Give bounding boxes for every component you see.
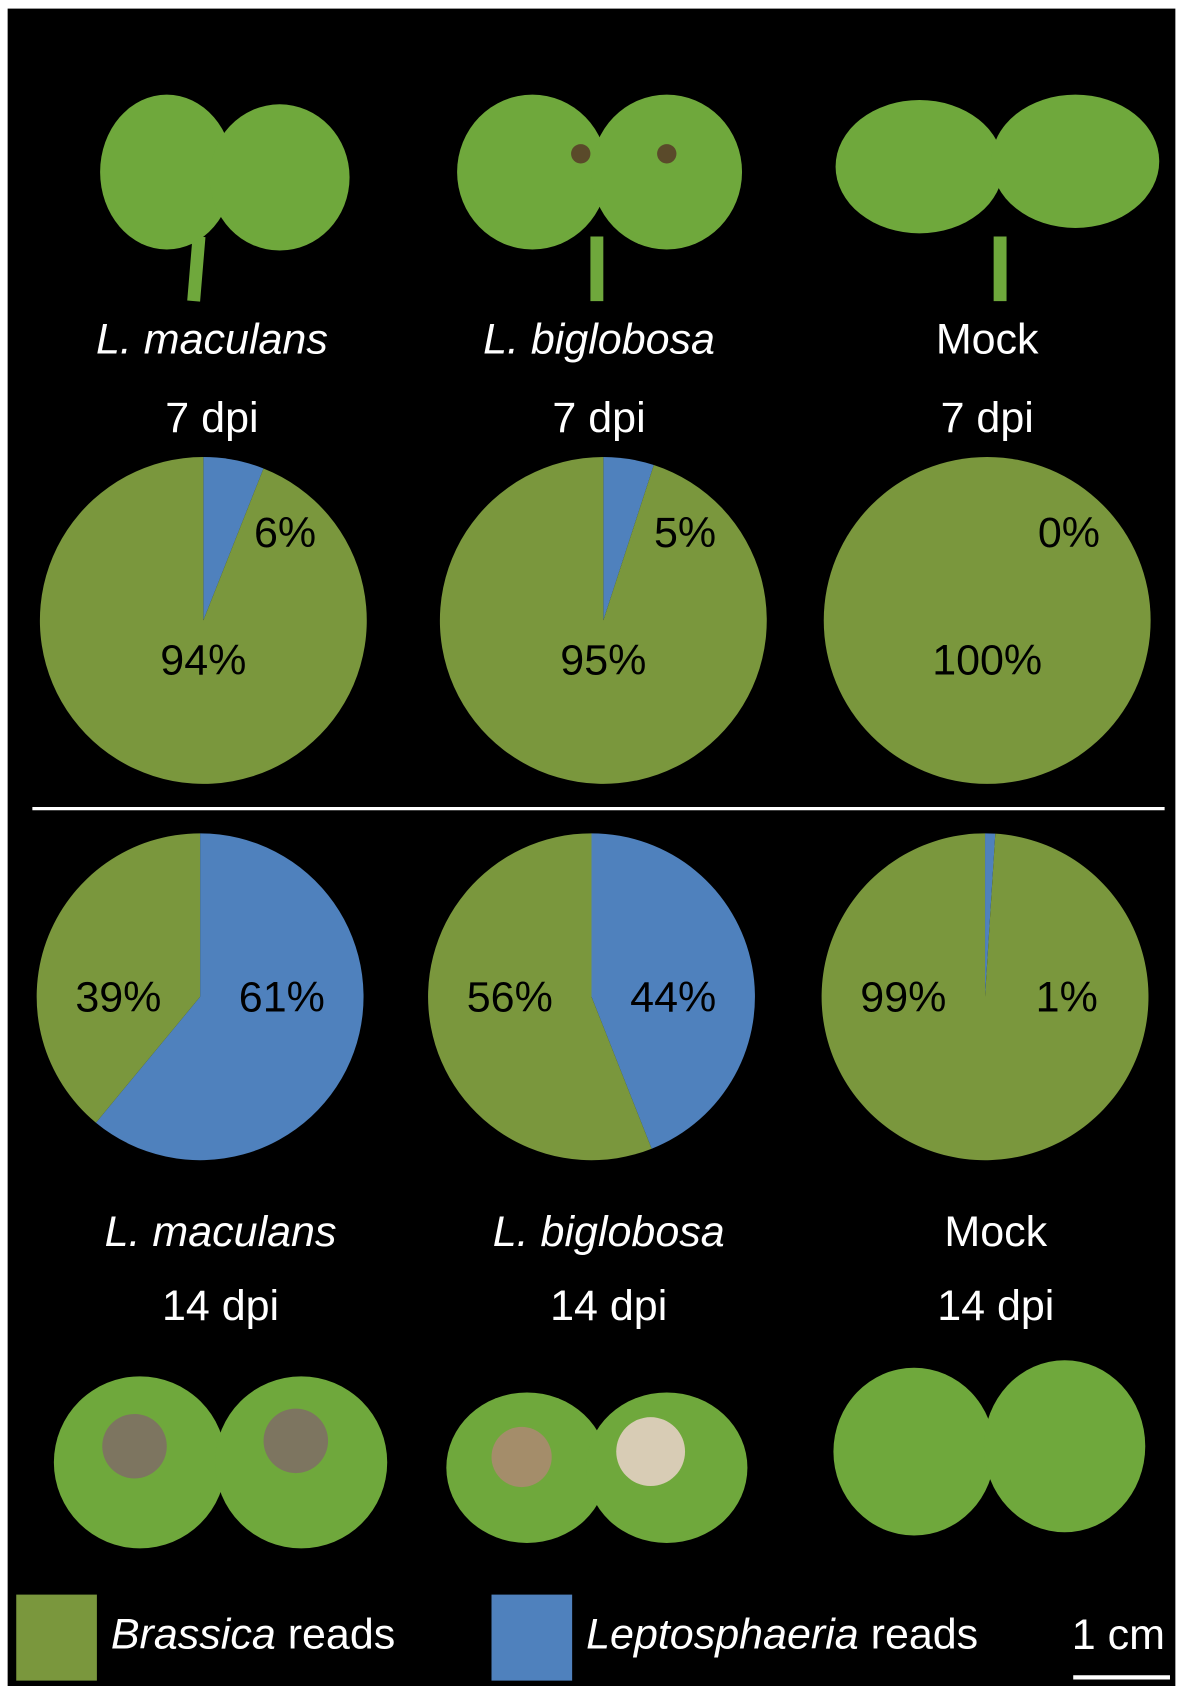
pie-slice bbox=[39, 456, 367, 784]
pie-value-label: 0% bbox=[1038, 509, 1100, 557]
legend-swatch bbox=[491, 1594, 573, 1681]
pie-title: L. biglobosa bbox=[493, 1208, 725, 1256]
pie-slice bbox=[591, 833, 755, 1149]
pie-subtitle: 14 dpi bbox=[162, 1282, 279, 1330]
pie-slice bbox=[603, 456, 654, 621]
pie-subtitle: 14 dpi bbox=[550, 1282, 667, 1330]
pie-value-label: 5% bbox=[654, 509, 716, 557]
pies: L. maculans 7 dpi 94% 6% L. biglobosa 7 dpi 95… bbox=[36, 315, 1151, 1330]
pie-slice bbox=[821, 833, 1149, 1161]
legend: Brassica reads Leptosphaeria reads bbox=[16, 1594, 978, 1681]
pie-subtitle: 7 dpi bbox=[941, 394, 1034, 442]
pie-subtitle: 7 dpi bbox=[165, 394, 258, 442]
pie-slice bbox=[439, 456, 767, 784]
leaf-photos-top bbox=[100, 94, 1160, 302]
pie-title: Mock bbox=[936, 315, 1039, 363]
legend-label: Leptosphaeria reads bbox=[586, 1611, 978, 1659]
pie-slice bbox=[985, 833, 996, 997]
pie-subtitle: 7 dpi bbox=[552, 394, 645, 442]
scale-bar-label: 1 cm bbox=[1072, 1611, 1165, 1659]
pie-title: L. maculans bbox=[105, 1208, 337, 1256]
pie-value-label: 56% bbox=[467, 973, 553, 1021]
pie-title: Mock bbox=[944, 1208, 1047, 1256]
pie-slice bbox=[36, 833, 201, 1123]
pie-slice bbox=[95, 833, 364, 1161]
legend-label: Brassica reads bbox=[111, 1611, 395, 1659]
pie-value-label: 6% bbox=[254, 509, 316, 557]
pie-value-label: 39% bbox=[75, 973, 161, 1021]
legend-swatch bbox=[16, 1594, 97, 1681]
pie-value-label: 94% bbox=[160, 636, 246, 684]
pie-slice bbox=[203, 456, 264, 621]
pie-slice bbox=[823, 456, 1151, 784]
pie-title: L. biglobosa bbox=[483, 315, 715, 363]
pie-value-label: 95% bbox=[560, 636, 646, 684]
pie-value-label: 44% bbox=[630, 973, 716, 1021]
pie-value-label: 1% bbox=[1036, 973, 1098, 1021]
pie-value-label: 99% bbox=[860, 973, 946, 1021]
pie-value-label: 61% bbox=[239, 973, 325, 1021]
leaf-photos-bottom bbox=[53, 1360, 1146, 1549]
pie-value-label: 100% bbox=[932, 636, 1042, 684]
pie-title: L. maculans bbox=[96, 315, 328, 363]
pie-subtitle: 14 dpi bbox=[937, 1282, 1054, 1330]
pie-slice bbox=[428, 833, 652, 1161]
